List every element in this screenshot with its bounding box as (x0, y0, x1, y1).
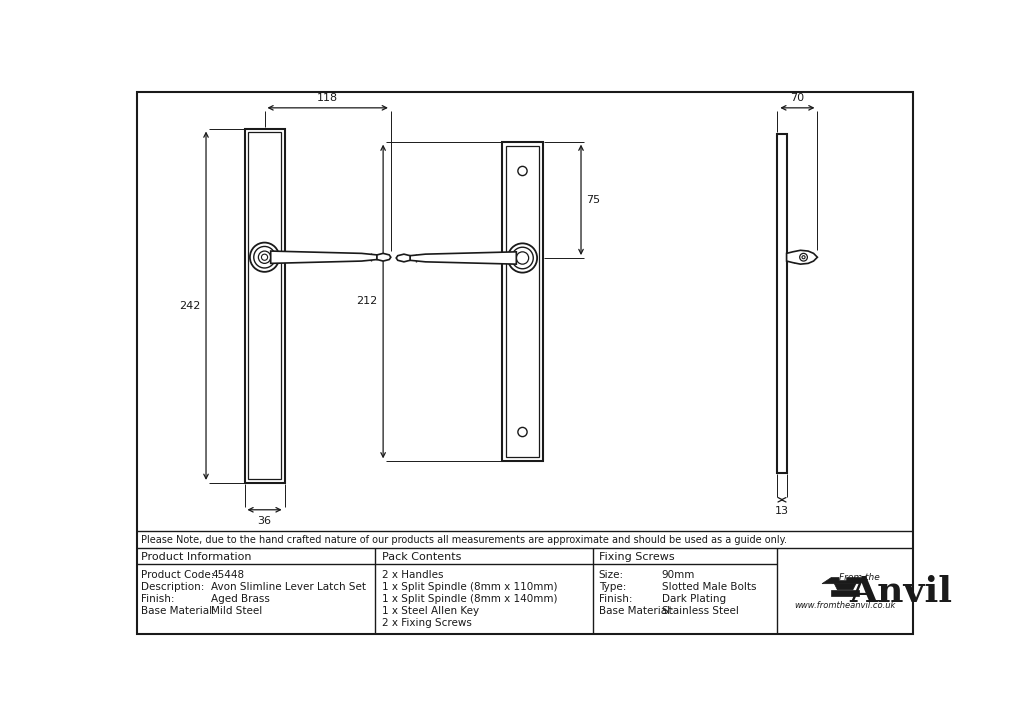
Text: 1 x Steel Allen Key: 1 x Steel Allen Key (382, 605, 478, 615)
Text: Please Note, due to the hand crafted nature of our products all measurements are: Please Note, due to the hand crafted nat… (141, 535, 787, 545)
Text: Slotted Male Bolts: Slotted Male Bolts (662, 582, 757, 592)
Text: 242: 242 (179, 301, 201, 311)
Text: 75: 75 (587, 195, 600, 205)
Polygon shape (786, 250, 817, 264)
Text: www.fromtheanvil.co.uk: www.fromtheanvil.co.uk (795, 600, 896, 610)
Bar (503, 142, 543, 462)
Text: 1 x Split Spindle (8mm x 140mm): 1 x Split Spindle (8mm x 140mm) (382, 594, 557, 604)
Text: Type:: Type: (599, 582, 626, 592)
Text: Base Material:: Base Material: (141, 605, 216, 615)
Text: Base Material:: Base Material: (599, 605, 674, 615)
Bar (777, 134, 786, 473)
Text: Finish:: Finish: (141, 594, 175, 604)
Text: 90mm: 90mm (662, 570, 695, 580)
Text: Product Information: Product Information (141, 552, 252, 562)
Polygon shape (396, 254, 410, 262)
Text: Anvil: Anvil (849, 575, 952, 609)
Polygon shape (410, 252, 516, 264)
Text: Product Code:: Product Code: (141, 570, 215, 580)
Text: 36: 36 (258, 516, 271, 526)
Bar (506, 145, 539, 457)
Text: Mild Steel: Mild Steel (211, 605, 263, 615)
Text: 45448: 45448 (211, 570, 245, 580)
Text: Size:: Size: (599, 570, 624, 580)
Polygon shape (270, 251, 377, 263)
Text: 70: 70 (791, 93, 805, 104)
Text: Dark Plating: Dark Plating (662, 594, 726, 604)
Bar (249, 132, 281, 479)
Text: Pack Contents: Pack Contents (382, 552, 461, 562)
Text: 212: 212 (356, 296, 378, 306)
Text: Description:: Description: (141, 582, 205, 592)
Text: From the: From the (839, 573, 880, 582)
Polygon shape (835, 584, 856, 590)
Text: Stainless Steel: Stainless Steel (662, 605, 738, 615)
Text: Finish:: Finish: (599, 594, 632, 604)
Text: Fixing Screws: Fixing Screws (599, 552, 675, 562)
Polygon shape (831, 590, 859, 596)
Text: Avon Slimline Lever Latch Set: Avon Slimline Lever Latch Set (211, 582, 367, 592)
Text: 2 x Handles: 2 x Handles (382, 570, 443, 580)
Text: 118: 118 (317, 93, 338, 104)
Polygon shape (377, 253, 391, 261)
Bar (245, 129, 285, 483)
Text: 13: 13 (775, 506, 788, 516)
Text: Aged Brass: Aged Brass (211, 594, 270, 604)
Text: 2 x Fixing Screws: 2 x Fixing Screws (382, 618, 471, 628)
Polygon shape (822, 577, 860, 584)
Text: 1 x Split Spindle (8mm x 110mm): 1 x Split Spindle (8mm x 110mm) (382, 582, 557, 592)
